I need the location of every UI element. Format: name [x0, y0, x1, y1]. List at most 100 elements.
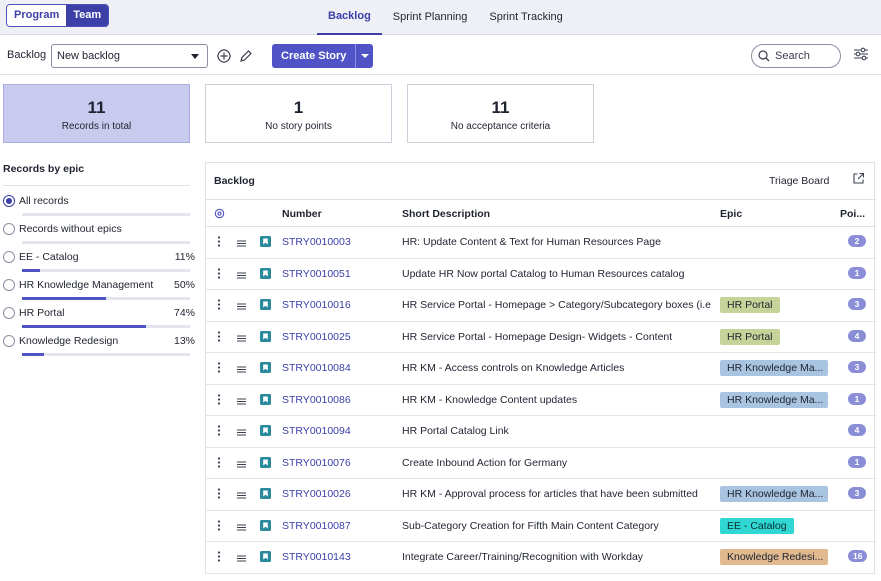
story-number-link[interactable]: STRY0010084	[282, 362, 351, 374]
edit-backlog-button[interactable]	[237, 47, 255, 65]
short-description: Update HR Now portal Catalog to Human Re…	[402, 267, 685, 280]
epic-progress-bar	[22, 325, 190, 328]
radio-button[interactable]	[3, 335, 15, 347]
records-by-epic-title: Records by epic	[3, 163, 85, 175]
epic-progress-fill	[22, 353, 44, 356]
epic-progress-bar	[22, 241, 190, 244]
story-number-link[interactable]: STRY0010143	[282, 551, 351, 563]
story-icon	[260, 362, 271, 376]
table-row[interactable]: STRY0010051 Update HR Now portal Catalog …	[206, 259, 876, 290]
drag-handle[interactable]	[237, 301, 246, 313]
radio-button[interactable]	[3, 223, 15, 235]
short-description: Integrate Career/Training/Recognition wi…	[402, 551, 644, 563]
column-short-description[interactable]: Short Description	[402, 208, 491, 220]
story-number-link[interactable]: STRY0010016	[282, 299, 351, 311]
program-team-toggle: Program Team	[6, 4, 110, 27]
epic-filter-option[interactable]: HR Portal 74%	[3, 303, 195, 331]
row-actions-button[interactable]	[217, 330, 221, 345]
epic-tag: HR Knowledge Ma...	[720, 391, 828, 408]
table-row[interactable]: STRY0010087 Sub-Category Creation for Fif…	[206, 511, 876, 542]
drag-handle[interactable]	[237, 553, 246, 565]
story-icon	[260, 267, 271, 282]
stat-records-total[interactable]: 11 Records in total	[3, 84, 190, 143]
row-actions-button[interactable]	[217, 362, 221, 376]
filter-settings-button[interactable]	[853, 47, 869, 64]
epic-filter-name: HR Knowledge Management	[19, 279, 154, 291]
story-number-link[interactable]: STRY0010003	[282, 236, 351, 248]
table-row[interactable]: STRY0010084 HR KM - Access controls on Kn…	[206, 353, 876, 385]
story-number-link[interactable]: STRY0010086	[282, 393, 351, 406]
drag-handle[interactable]	[237, 459, 246, 471]
story-number-link[interactable]: STRY0010094	[282, 425, 351, 437]
epic-filter-percent: 50%	[173, 279, 195, 291]
story-points-badge: 4	[848, 329, 866, 342]
row-actions-button[interactable]	[217, 456, 221, 471]
column-epic[interactable]: Epic	[720, 208, 743, 220]
epic-filter-option[interactable]: HR Knowledge Management 50%	[3, 275, 195, 303]
stat-value: 1	[293, 98, 304, 117]
table-row[interactable]: STRY0010094 HR Portal Catalog Link 4	[206, 416, 876, 448]
story-number-link[interactable]: STRY0010051	[282, 267, 351, 280]
column-settings-button[interactable]	[214, 208, 225, 222]
search-input[interactable]: Search	[751, 44, 841, 68]
drag-handle-icon	[237, 398, 246, 404]
backlog-select[interactable]: New backlog	[51, 44, 208, 68]
tab-backlog[interactable]: Backlog	[317, 0, 382, 35]
story-points-badge: 16	[848, 550, 868, 562]
drag-handle[interactable]	[237, 522, 246, 534]
epic-tag: HR Knowledge Ma...	[720, 486, 828, 502]
triage-board-link[interactable]: Triage Board	[769, 175, 830, 187]
column-number[interactable]: Number	[282, 208, 322, 220]
story-number-link[interactable]: STRY0010025	[282, 330, 351, 343]
epic-filter-name: All records	[19, 195, 69, 207]
radio-button[interactable]	[3, 251, 15, 263]
table-row[interactable]: STRY0010016 HR Service Portal - Homepage …	[206, 290, 876, 322]
epic-filter-option[interactable]: Records without epics	[3, 219, 195, 247]
radio-button[interactable]	[3, 307, 15, 319]
create-story-dropdown-button[interactable]	[355, 44, 374, 68]
row-actions-button[interactable]	[217, 488, 221, 502]
drag-handle[interactable]	[237, 270, 246, 282]
row-actions-button[interactable]	[217, 236, 221, 250]
radio-button[interactable]	[3, 195, 15, 207]
program-toggle-button[interactable]: Program	[7, 5, 67, 26]
row-actions-button[interactable]	[217, 551, 221, 565]
epic-filter-option[interactable]: EE - Catalog 11%	[3, 247, 195, 275]
epic-filter-option[interactable]: All records	[3, 191, 195, 219]
table-row[interactable]: STRY0010026 HR KM - Approval process for …	[206, 479, 876, 511]
row-actions-button[interactable]	[217, 519, 221, 534]
row-actions-button[interactable]	[217, 425, 221, 439]
table-row[interactable]: STRY0010076 Create Inbound Action for Ger…	[206, 448, 876, 479]
team-toggle-button[interactable]: Team	[66, 5, 109, 26]
drag-handle[interactable]	[237, 364, 246, 376]
drag-handle-icon	[237, 303, 246, 310]
table-row[interactable]: STRY0010025 HR Service Portal - Homepage …	[206, 322, 876, 353]
table-row[interactable]: STRY0010143 Integrate Career/Training/Rec…	[206, 542, 876, 574]
open-external-button[interactable]	[852, 172, 865, 188]
story-number-link[interactable]: STRY0010087	[282, 519, 351, 532]
stat-label: No acceptance criteria	[450, 121, 551, 132]
tab-sprint-planning[interactable]: Sprint Planning	[392, 11, 468, 23]
story-icon	[260, 551, 271, 565]
add-backlog-button[interactable]	[215, 47, 233, 65]
table-row[interactable]: STRY0010003 HR: Update Content & Text for…	[206, 227, 876, 259]
column-points[interactable]: Poi...	[840, 208, 866, 220]
drag-handle[interactable]	[237, 333, 246, 345]
drag-handle[interactable]	[237, 238, 246, 250]
tab-sprint-tracking[interactable]: Sprint Tracking	[489, 11, 563, 23]
row-actions-button[interactable]	[217, 299, 221, 313]
create-story-button[interactable]: Create Story	[272, 44, 356, 68]
stat-no-story-points[interactable]: 1 No story points	[205, 84, 392, 143]
drag-handle[interactable]	[237, 396, 246, 408]
epic-filter-option[interactable]: Knowledge Redesign 13%	[3, 331, 195, 359]
row-actions-button[interactable]	[217, 267, 221, 282]
drag-handle[interactable]	[237, 427, 246, 439]
drag-handle[interactable]	[237, 490, 246, 502]
row-actions-button[interactable]	[217, 393, 221, 408]
radio-button[interactable]	[3, 279, 15, 291]
table-row[interactable]: STRY0010086 HR KM - Knowledge Content upd…	[206, 385, 876, 416]
stat-no-acceptance-criteria[interactable]: 11 No acceptance criteria	[407, 84, 594, 143]
story-number-link[interactable]: STRY0010076	[282, 456, 351, 469]
epic-tag: HR Knowledge Ma...	[720, 360, 828, 376]
story-number-link[interactable]: STRY0010026	[282, 488, 351, 500]
